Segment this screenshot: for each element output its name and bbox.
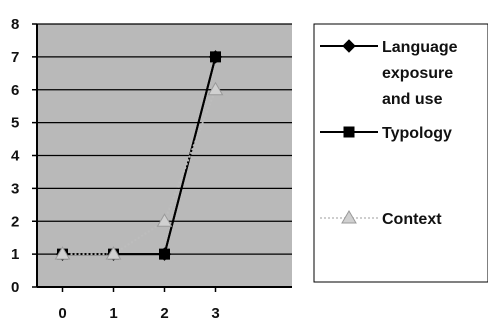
y-tick-label: 7 (11, 49, 19, 66)
y-tick-label: 8 (11, 16, 19, 33)
legend-marker (343, 126, 355, 138)
y-tick-label: 5 (11, 115, 19, 132)
series-line-2 (62, 89, 217, 256)
data-point-1-2 (159, 248, 170, 260)
x-tick-label: 1 (109, 305, 117, 322)
legend-item-0: Language exposure and use (320, 39, 458, 108)
y-tick-label: 3 (11, 180, 19, 197)
data-point-2-0 (54, 246, 71, 260)
legend-box (313, 23, 488, 283)
y-tick-label: 4 (11, 148, 20, 165)
x-tick-label: 2 (160, 305, 168, 322)
legend-marker (341, 210, 357, 224)
legend-label: Typology (382, 125, 452, 142)
legend-marker (342, 39, 356, 53)
data-point-2-3 (207, 81, 224, 96)
legend-item-2: Context (320, 210, 442, 228)
legend-item-1: Typology (320, 125, 452, 142)
data-point-2-2 (156, 213, 173, 227)
series-lines (62, 56, 217, 256)
legend-label: Context (382, 211, 442, 228)
x-tick-label: 0 (58, 305, 66, 322)
data-point-1-3 (210, 51, 221, 63)
y-tick-label: 0 (11, 279, 19, 296)
series-points (54, 50, 224, 261)
legend: Language exposure and use Typology Context (313, 23, 488, 283)
y-tick-labels: 0 1 2 3 4 5 6 7 8 (11, 16, 37, 296)
data-point-2-1 (105, 246, 122, 260)
x-tick-labels: 0 1 2 3 (58, 287, 220, 322)
y-tick-label: 6 (11, 82, 19, 99)
legend-label: Language exposure and use (382, 39, 458, 108)
y-tick-label: 2 (11, 213, 19, 230)
x-tick-label: 3 (211, 305, 219, 322)
y-tick-label: 1 (11, 246, 19, 263)
